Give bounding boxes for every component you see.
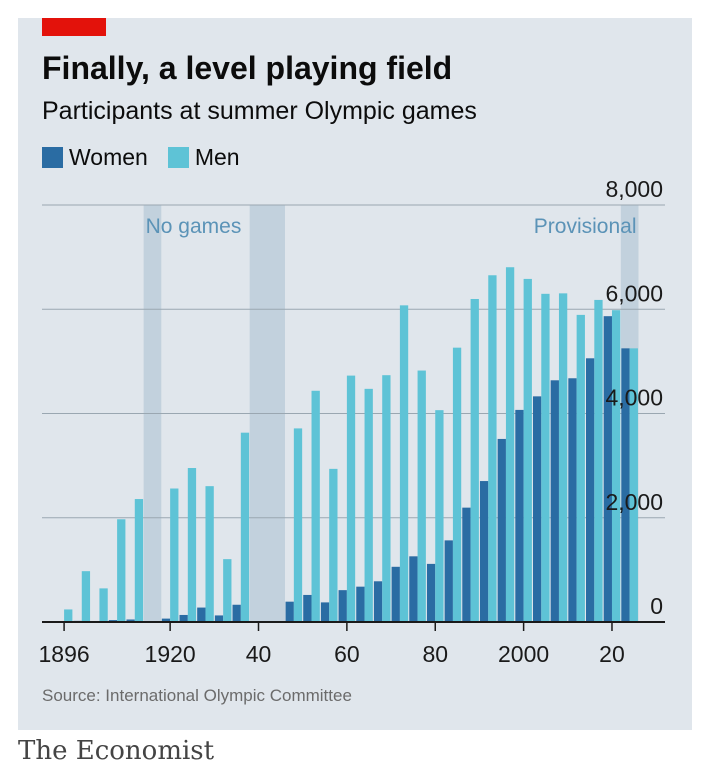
bar-women-1948	[285, 601, 294, 622]
y-tick-label-0: 0	[650, 593, 663, 619]
publisher-logo: The Economist	[18, 736, 215, 766]
bar-men-1968	[382, 375, 391, 622]
legend-item-men: Men	[167, 144, 240, 171]
bar-men-1948	[293, 428, 303, 622]
y-tick-label-2: 4,000	[605, 385, 663, 411]
bar-women-1980	[426, 563, 436, 622]
bar-men-1964	[364, 388, 373, 622]
bar-men-1996	[505, 267, 515, 622]
annotation-label-0: No games	[146, 215, 242, 238]
bar-men-1972	[399, 305, 409, 622]
x-tick-label-5: 2000	[498, 641, 549, 667]
bar-men-2004	[541, 293, 550, 622]
x-tick-label-6: 20	[599, 641, 625, 667]
bar-women-1968	[373, 581, 383, 622]
bar-women-1952	[303, 594, 312, 622]
x-tick-label-1: 1920	[145, 641, 196, 667]
legend: Women Men	[42, 144, 260, 171]
bar-women-1964	[356, 586, 365, 622]
bar-men-1908	[117, 519, 126, 622]
bar-women-2012	[568, 378, 577, 622]
y-tick-label-3: 6,000	[605, 280, 663, 306]
bar-women-2000	[515, 409, 524, 622]
bar-women-1976	[409, 556, 418, 622]
bar-men-1896	[64, 609, 73, 622]
bar-women-1972	[391, 566, 400, 622]
bar-men-1988	[470, 298, 479, 622]
bar-women-2004	[532, 396, 542, 622]
bar-women-2008	[550, 380, 559, 622]
bar-men-2012	[576, 314, 585, 622]
y-tick-label-4: 8,000	[605, 176, 663, 202]
x-tick-label-3: 60	[334, 641, 360, 667]
bar-men-1980	[435, 410, 444, 622]
bar-men-2020	[611, 310, 621, 622]
annotation-label-2: Provisional	[534, 215, 637, 238]
brand-red-bar	[42, 18, 106, 36]
bar-men-1992	[488, 275, 497, 622]
bar-men-1984	[452, 347, 462, 622]
bar-women-1912	[126, 619, 135, 622]
bar-women-2020	[603, 316, 612, 622]
bar-women-1932	[214, 615, 224, 622]
legend-label-men: Men	[194, 144, 240, 170]
bar-men-1956	[329, 468, 338, 622]
x-tick-label-0: 1896	[39, 641, 90, 667]
bar-men-2008	[558, 293, 568, 622]
x-tick-label-2: 40	[246, 641, 272, 667]
source-note: Source: International Olympic Committee	[42, 686, 352, 705]
legend-swatch-women	[42, 147, 63, 168]
bar-men-2024	[629, 348, 638, 622]
bar-women-1984	[444, 540, 453, 622]
bar-women-1928	[197, 607, 206, 622]
bar-women-1992	[479, 481, 489, 622]
legend-swatch-men	[167, 147, 189, 168]
bar-women-1924	[179, 614, 188, 622]
bar-women-1988	[462, 507, 471, 622]
bar-men-2016	[594, 299, 603, 622]
x-tick-label-4: 80	[422, 641, 448, 667]
bar-women-1996	[497, 438, 506, 622]
bar-women-2024	[621, 348, 630, 622]
bar-men-1920	[170, 488, 179, 622]
bar-men-1952	[311, 390, 320, 622]
bar-men-1976	[417, 370, 426, 622]
bar-men-1960	[346, 375, 356, 622]
bar-men-2000	[523, 278, 532, 622]
chart-subtitle: Participants at summer Olympic games	[42, 97, 477, 125]
bar-women-1936	[232, 604, 241, 622]
bar-women-1956	[320, 602, 330, 622]
bar-women-1920	[161, 618, 171, 622]
legend-item-women: Women	[42, 144, 148, 171]
bar-women-2016	[586, 358, 595, 622]
bar-men-1928	[205, 486, 214, 622]
bar-men-1912	[134, 499, 144, 622]
bar-women-1960	[338, 590, 347, 622]
bar-men-1904	[99, 588, 108, 622]
chart-title: Finally, a level playing field	[42, 50, 453, 86]
bar-men-1924	[187, 468, 197, 622]
bar-men-1932	[223, 559, 232, 622]
bar-men-1900	[81, 571, 91, 622]
y-tick-label-1: 2,000	[605, 489, 663, 515]
bar-men-1936	[240, 432, 250, 622]
legend-label-women: Women	[69, 144, 148, 170]
